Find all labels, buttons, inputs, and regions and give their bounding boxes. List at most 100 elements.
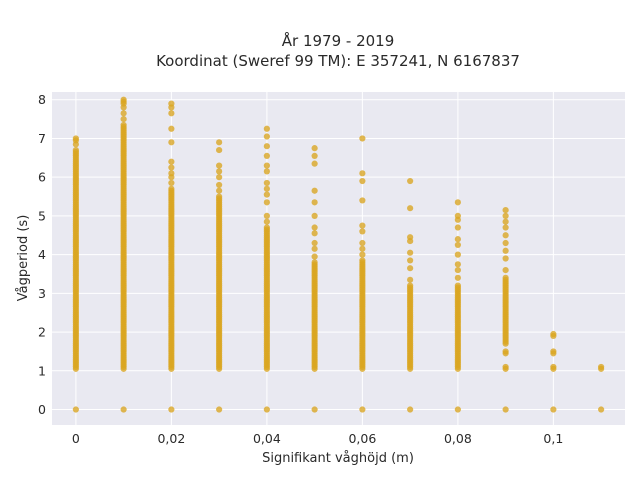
scatter-point (168, 164, 175, 171)
scatter-point (550, 330, 557, 338)
x-tick-label: 0,06 (348, 431, 376, 446)
scatter-point (168, 110, 175, 117)
y-tick-label: 4 (38, 247, 46, 262)
scatter-point (311, 253, 318, 260)
scatter-point (120, 406, 127, 413)
y-tick-label: 3 (38, 286, 46, 301)
data-points (72, 96, 605, 413)
scatter-point (263, 162, 270, 169)
plot-area (52, 92, 625, 425)
scatter-point (359, 257, 366, 264)
scatter-point (263, 199, 270, 206)
scatter-point (407, 406, 414, 413)
scatter-point (502, 206, 509, 214)
scatter-point (216, 406, 223, 413)
scatter-point (407, 257, 414, 264)
scatter-point (311, 187, 318, 194)
scatter-point (407, 265, 414, 272)
scatter-point (454, 251, 461, 258)
y-tick-labels: 0 1 2 3 4 5 6 7 8 (38, 92, 46, 417)
scatter-point (216, 146, 223, 154)
scatter-point (168, 158, 175, 165)
x-tick-label: 0,02 (157, 431, 185, 446)
scatter-point (502, 363, 509, 371)
scatter-point (263, 179, 270, 187)
scatter-point (216, 181, 223, 189)
x-axis-label: Signifikant våghöjd (m) (262, 451, 414, 466)
scatter-point (216, 162, 223, 169)
y-tick-label: 7 (38, 131, 46, 146)
scatter-point (502, 267, 509, 274)
scatter-point (72, 135, 79, 142)
scatter-point (454, 212, 461, 220)
scatter-point (263, 143, 270, 150)
scatter-point (168, 179, 175, 187)
scatter-point (72, 146, 79, 154)
scatter-point (263, 212, 270, 220)
scatter-point (502, 212, 509, 220)
scatter-point (454, 241, 461, 249)
scatter-point (359, 170, 366, 177)
scatter-point (359, 239, 366, 247)
scatter-point (407, 282, 414, 289)
scatter-point (168, 185, 175, 192)
scatter-point (72, 406, 79, 413)
scatter-point (168, 139, 175, 146)
chart-title-line-1: År 1979 - 2019 (282, 31, 395, 50)
scatter-point (502, 255, 509, 262)
scatter-point (359, 406, 366, 413)
scatter-point (120, 110, 127, 117)
scatter-point (502, 247, 509, 254)
scatter-point (502, 406, 509, 413)
scatter-point (311, 212, 318, 220)
grid-lines (52, 92, 625, 425)
y-tick-label: 2 (38, 325, 46, 340)
y-tick-label: 5 (38, 208, 46, 223)
scatter-point (120, 116, 127, 123)
scatter-point (502, 232, 509, 239)
scatter-point (407, 205, 414, 212)
y-tick-label: 1 (38, 363, 46, 378)
scatter-point (263, 152, 270, 159)
scatter-point (168, 406, 175, 413)
scatter-point (550, 363, 557, 371)
scatter-point (550, 406, 557, 413)
scatter-point (120, 121, 127, 129)
scatter-point (502, 218, 509, 225)
scatter-point (598, 363, 605, 371)
scatter-point (311, 230, 318, 237)
scatter-point (502, 224, 509, 231)
scatter-point (502, 239, 509, 247)
scatter-point (216, 139, 223, 146)
scatter-point (598, 406, 605, 413)
scatter-point (311, 259, 318, 266)
chart-title-line-2: Koordinat (Sweref 99 TM): E 357241, N 61… (156, 52, 520, 70)
scatter-point (311, 199, 318, 206)
scatter-point (263, 185, 270, 192)
scatter-point (454, 224, 461, 231)
scatter-point (216, 187, 223, 194)
scatter-point (168, 170, 175, 177)
scatter-point (407, 276, 414, 283)
y-axis-label: Vågperiod (s) (16, 215, 31, 302)
y-tick-label: 0 (38, 402, 46, 417)
scatter-point (454, 274, 461, 281)
scatter-point (454, 261, 461, 268)
scatter-point (311, 160, 318, 167)
scatter-point (502, 274, 509, 281)
scatter-point (168, 100, 175, 107)
x-tick-label: 0,04 (253, 431, 281, 446)
scatter-point (454, 236, 461, 243)
scatter-point (407, 249, 414, 256)
scatter-point (168, 125, 175, 132)
scatter-point (454, 267, 461, 274)
scatter-point (216, 174, 223, 181)
scatter-point (311, 406, 318, 413)
scatter-point (311, 145, 318, 152)
scatter-point (550, 348, 557, 355)
scatter-point (311, 152, 318, 159)
x-tick-labels: 0 0,02 0,04 0,06 0,08 0,1 (72, 431, 563, 446)
y-tick-label: 6 (38, 170, 46, 185)
scatter-point (359, 177, 366, 185)
